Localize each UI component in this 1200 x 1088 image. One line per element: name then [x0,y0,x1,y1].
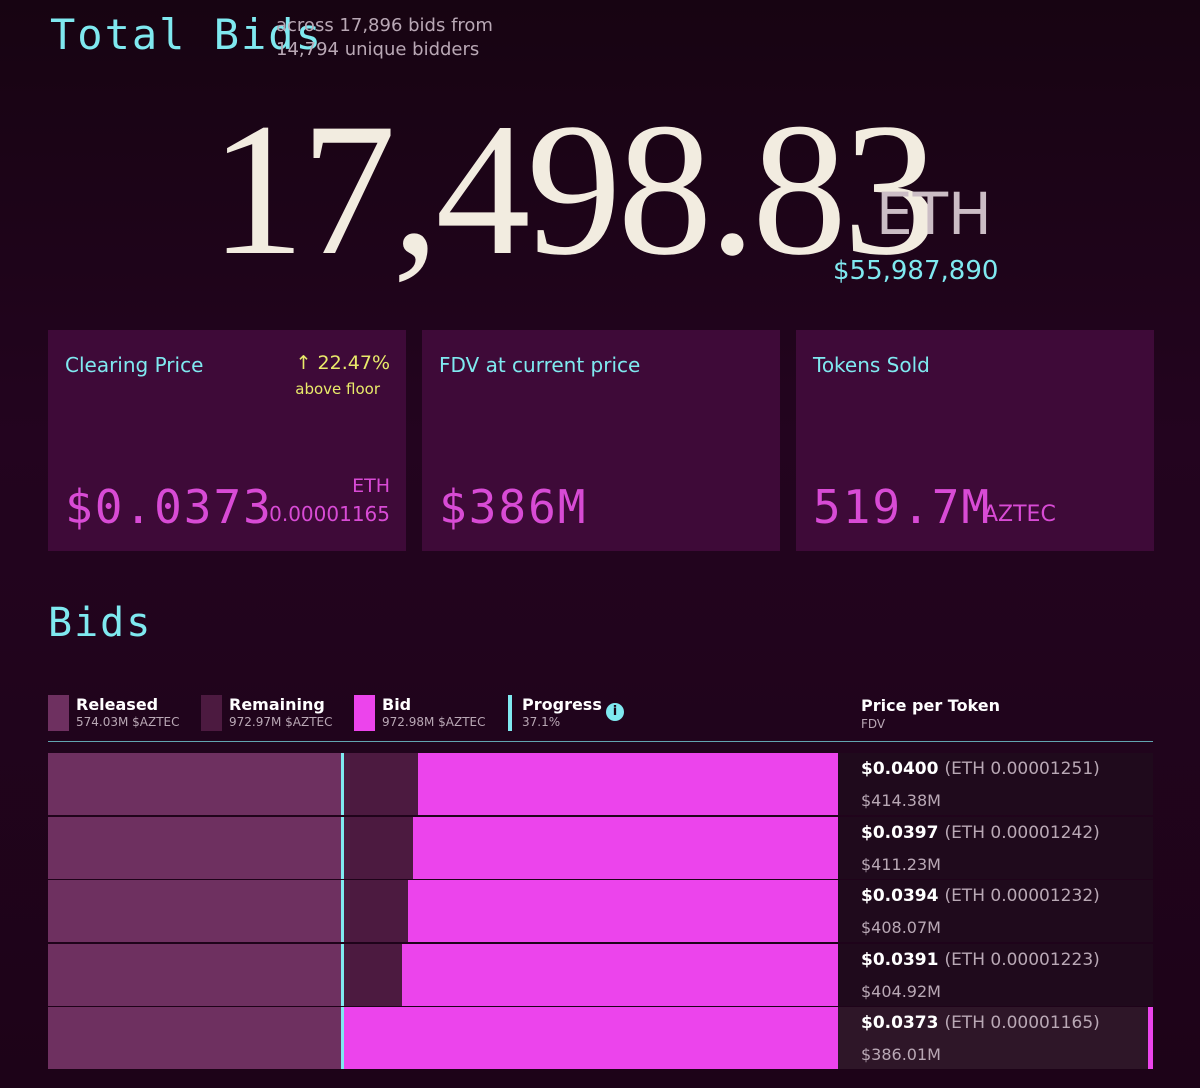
progress-line [340,880,344,942]
total-amount: 17,498.83 [210,85,938,295]
fdv: $404.92M [861,982,941,1001]
legend-label: Remaining [229,695,325,714]
divider [48,741,1153,742]
bid-segment [401,944,838,1006]
remaining-segment [341,944,402,1006]
bid-row: $0.0394 (ETH 0.00001232) $408.07M [48,880,1153,942]
bid-row: $0.0391 (ETH 0.00001223) $404.92M [48,944,1153,1006]
legend-label: Progress [522,695,602,714]
card-unit: AZTEC [983,502,1056,527]
subtitle-line: across 17,896 bids from [276,15,493,36]
price: $0.0400 (ETH 0.00001251) [861,759,1100,779]
swatch [508,695,512,731]
price-eth: (ETH 0.00001251) [944,759,1100,779]
card-value: $386M [439,480,588,534]
bid-segment [417,753,838,815]
bid-row: $0.0400 (ETH 0.00001251) $414.38M [48,753,1153,815]
legend-label: Bid [382,695,412,714]
remaining-segment [341,880,409,942]
progress-line [340,817,344,879]
card-label: FDV at current price [439,353,641,377]
title: Total Bids [50,10,323,59]
legend-label: Released [76,695,159,714]
fdv: $414.38M [861,791,941,810]
released-segment [48,880,342,942]
card: FDV at current price $386M [422,330,780,551]
released-segment [48,817,342,879]
remaining-segment [341,817,413,879]
progress-line [340,753,344,815]
legend-item: Progress 37.1% i [508,695,638,731]
legend-item: Released 574.03M $AZTEC [48,695,198,731]
swatch [48,695,69,731]
price: $0.0391 (ETH 0.00001223) [861,950,1100,970]
fdv: $386.01M [861,1045,941,1064]
fdv: $411.23M [861,855,941,874]
card-change-note: above floor [295,380,380,398]
info-icon[interactable]: i [606,703,624,721]
price-eth: (ETH 0.00001242) [944,823,1100,843]
section-title: Bids [48,600,153,646]
swatch [354,695,375,731]
subtitle: across 17,896 bids from 14,794 unique bid… [276,14,493,62]
total-unit: ETH [876,180,992,248]
released-segment [48,944,342,1006]
price: $0.0397 (ETH 0.00001242) [861,823,1100,843]
fdv: $408.07M [861,918,941,937]
card-label: Tokens Sold [813,353,930,377]
remaining-segment [341,753,418,815]
bid-segment [408,880,838,942]
price-eth: (ETH 0.00001223) [944,950,1100,970]
legend-item: Bid 972.98M $AZTEC [354,695,504,731]
price-eth: (ETH 0.00001232) [944,886,1100,906]
card-sub-value: 0.00001165 [269,502,390,526]
column-header: Price per Token FDV [861,696,1000,731]
price-usd: $0.0397 [861,823,939,843]
fdv-header: FDV [861,717,886,731]
card-value: 519.7M [813,480,992,534]
swatch [201,695,222,731]
card: Tokens Sold 519.7M AZTEC [796,330,1154,551]
released-segment [48,1007,342,1069]
current-marker [1148,1007,1153,1069]
price-eth: (ETH 0.00001165) [944,1013,1100,1033]
price-usd: $0.0391 [861,950,939,970]
card-value: $0.0373 [65,480,273,534]
card-change: ↑ 22.47% [295,352,390,374]
price-header: Price per Token [861,696,1001,715]
total-usd: $55,987,890 [833,256,999,286]
card: Clearing Price ↑ 22.47% above floor $0.0… [48,330,406,551]
price-usd: $0.0373 [861,1013,939,1033]
price-usd: $0.0394 [861,886,939,906]
legend-detail: 37.1% [522,715,561,729]
price: $0.0373 (ETH 0.00001165) [861,1013,1100,1033]
bid-row: $0.0373 (ETH 0.00001165) $386.01M [48,1007,1153,1069]
bid-segment [342,1007,838,1069]
subtitle-line: 14,794 unique bidders [276,39,480,60]
bid-segment [412,817,838,879]
progress-line [340,944,344,1006]
legend-detail: 972.98M $AZTEC [382,715,486,729]
legend-item: Remaining 972.97M $AZTEC [201,695,351,731]
card-label: Clearing Price [65,353,204,377]
progress-line [340,1007,344,1069]
legend-detail: 574.03M $AZTEC [76,715,180,729]
legend-detail: 972.97M $AZTEC [229,715,333,729]
price-usd: $0.0400 [861,759,939,779]
released-segment [48,753,342,815]
price: $0.0394 (ETH 0.00001232) [861,886,1100,906]
bid-row: $0.0397 (ETH 0.00001242) $411.23M [48,817,1153,879]
card-sub-unit: ETH [352,475,390,497]
